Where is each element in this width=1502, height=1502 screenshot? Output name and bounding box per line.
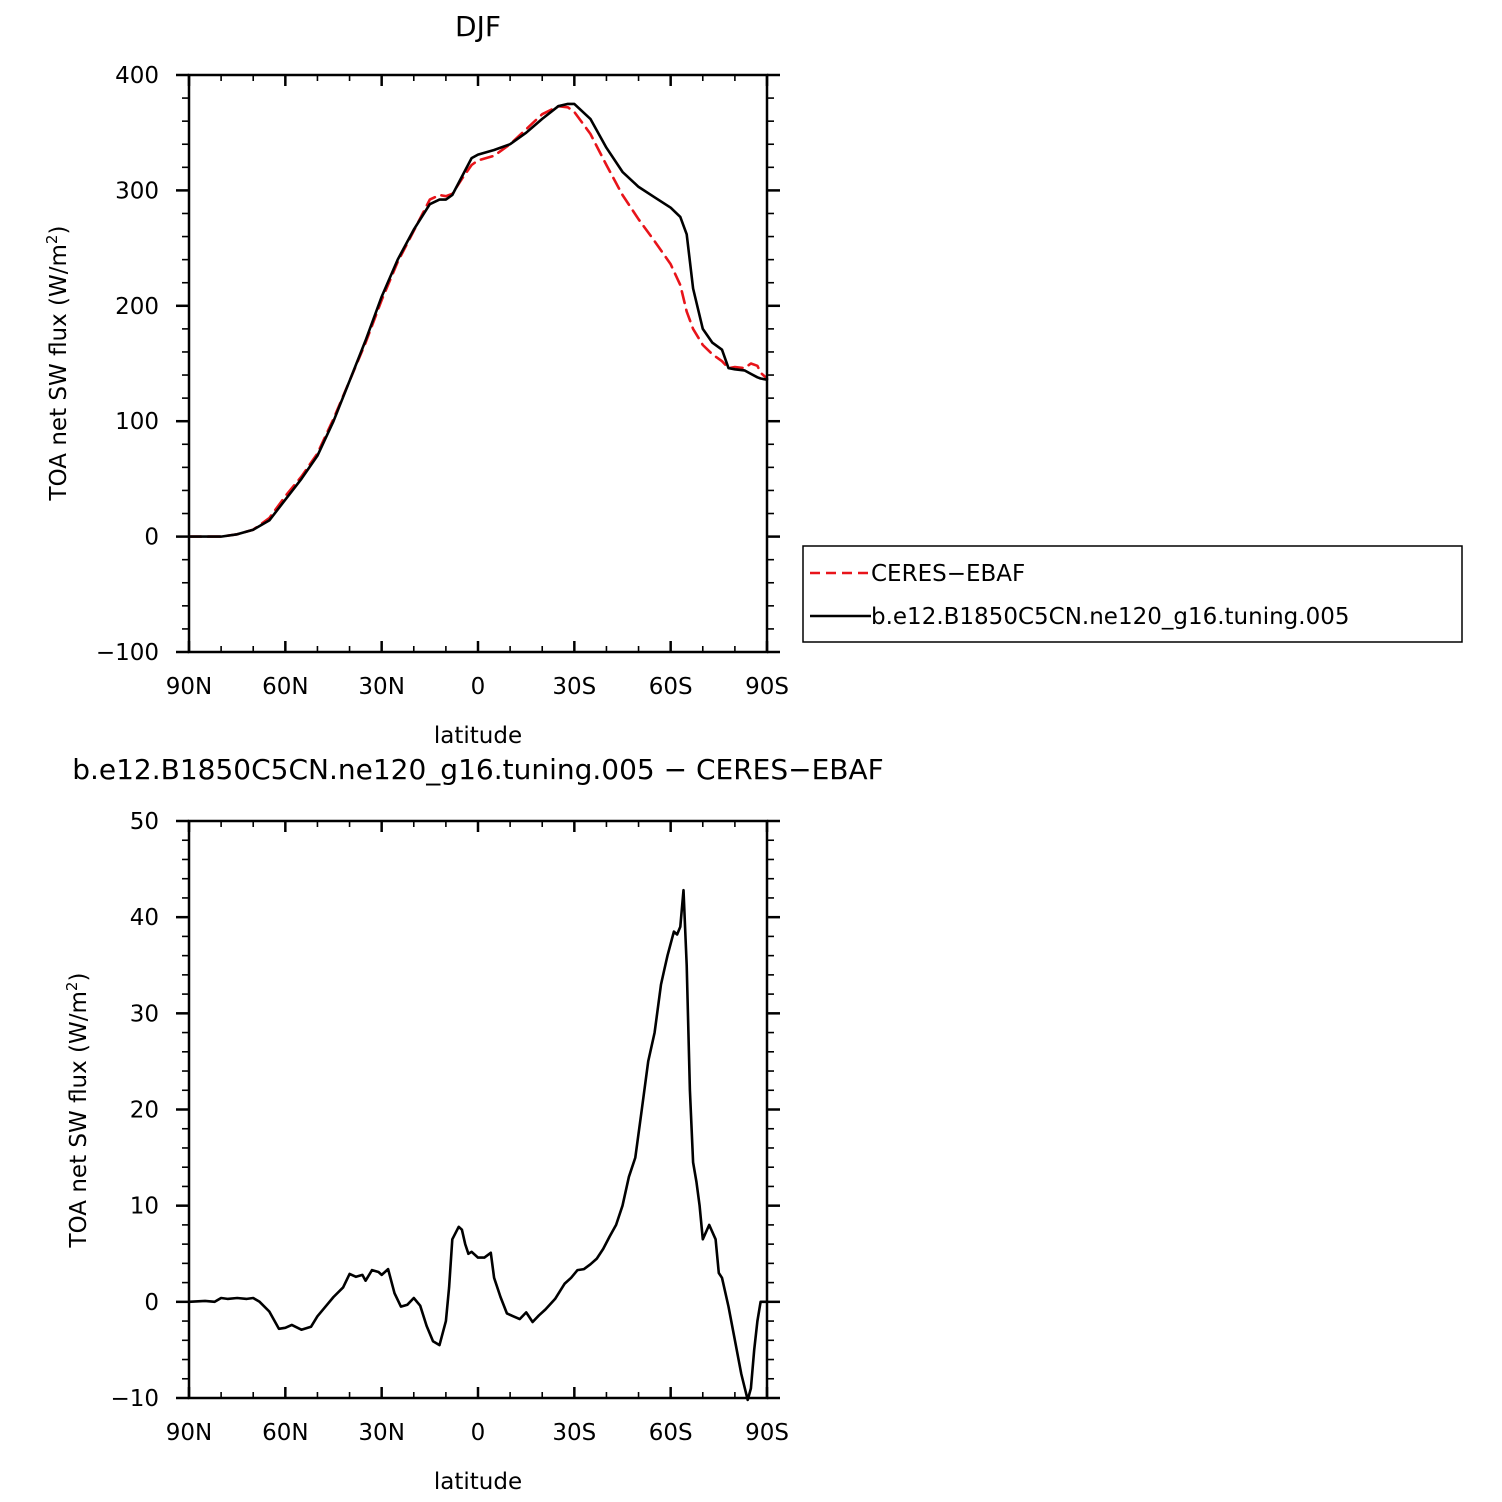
top-x-tick-label: 60S [649,674,693,700]
bottom-y-tick-label: 0 [144,1290,159,1316]
bottom-series-layer [187,888,769,1402]
top-y-tick-label: 200 [115,294,159,320]
top-y-tick-label: −100 [96,640,159,666]
bottom-x-axis-label: latitude [434,1469,522,1495]
top-chart-title: DJF [455,10,501,43]
top-x-tick-label: 30S [552,674,596,700]
bottom-x-tick-label: 30N [358,1420,404,1446]
bottom-y-tick-label: 40 [130,905,159,931]
bottom-tick-layer: 90N 60N 30N 0 30S 60S 90S −10 0 10 20 30 40 50 [110,809,788,1446]
top-x-tick-label: 90N [166,674,212,700]
bottom-y-axis-label: TOA net SW flux (W/m2) [63,973,92,1249]
bottom-series-line-0 [187,888,769,1402]
bottom-y-tick-label: 20 [130,1098,159,1124]
bottom-y-tick-label: −10 [110,1386,159,1412]
top-y-axis-label: TOA net SW flux (W/m2) [43,226,72,502]
top-series-line-0 [187,104,769,538]
top-x-tick-label: 90S [745,674,789,700]
top-x-tick-label: 60N [262,674,308,700]
bottom-y-tick-label: 50 [130,809,159,835]
top-y-tick-label: 0 [144,525,159,551]
bottom-panel: b.e12.B1850C5CN.ne120_g16.tuning.005 − C… [63,753,884,1495]
legend-box [802,545,1463,643]
legend-label-ceres: CERES−EBAF [871,561,1025,587]
bottom-y-axis-label-sup: 2 [63,982,81,992]
top-y-tick-label: 300 [115,178,159,204]
top-x-tick-label: 30N [358,674,404,700]
top-y-axis-label-end: ) [46,226,72,235]
bottom-plot-frame [187,819,769,1400]
bottom-y-axis-label-end: ) [66,973,92,982]
bottom-x-tick-label: 90S [745,1420,789,1446]
bottom-y-axis-label-main: TOA net SW flux (W/m [66,991,92,1248]
top-x-axis-label: latitude [434,723,522,749]
bottom-y-tick-label: 30 [130,1001,159,1027]
top-plot-frame [187,73,769,654]
top-series-layer [187,102,769,538]
legend-label-model: b.e12.B1850C5CN.ne120_g16.tuning.005 [871,604,1349,630]
bottom-y-tick-label: 10 [130,1194,159,1220]
legend: CERES−EBAF b.e12.B1850C5CN.ne120_g16.tun… [802,545,1463,643]
top-panel: DJF 90N 60N 30N 0 30S 60S 90S −100 0 100 200 300 400… [43,10,789,749]
bottom-x-tick-label: 30S [552,1420,596,1446]
top-y-tick-label: 400 [115,63,159,89]
bottom-x-tick-label: 90N [166,1420,212,1446]
bottom-chart-title: b.e12.B1850C5CN.ne120_g16.tuning.005 − C… [72,753,884,786]
top-y-axis-label-sup: 2 [43,235,61,245]
bottom-x-tick-label: 60N [262,1420,308,1446]
top-y-tick-label: 100 [115,409,159,435]
top-x-tick-label: 0 [471,674,486,700]
top-series-line-1 [187,102,769,538]
top-y-axis-label-main: TOA net SW flux (W/m [46,244,72,501]
bottom-x-tick-label: 60S [649,1420,693,1446]
bottom-x-tick-label: 0 [471,1420,486,1446]
top-tick-layer: 90N 60N 30N 0 30S 60S 90S −100 0 100 200 300 400 [96,63,789,700]
